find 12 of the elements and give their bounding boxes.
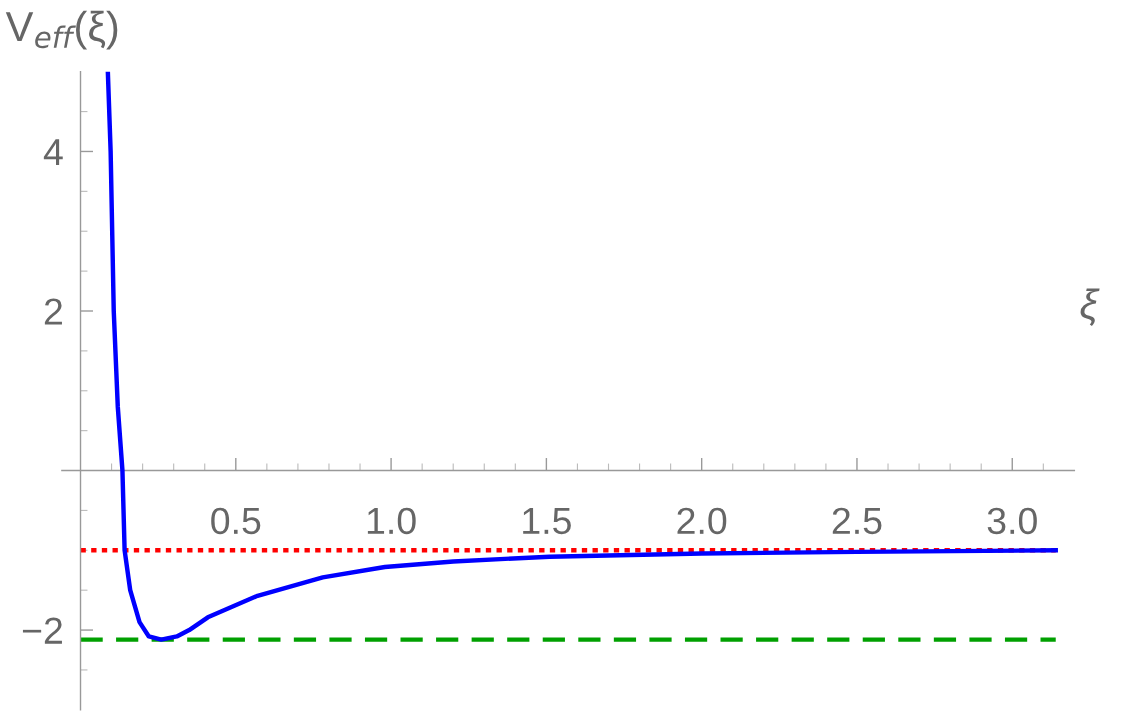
- y-tick-label: 2: [44, 298, 62, 325]
- y-axis-title: V$_{eff}$(ξ): [5, 10, 118, 50]
- line-series: [105, 71, 1058, 642]
- y-tick-label: 4: [43, 139, 63, 166]
- x-tick-label: 1.0: [367, 507, 416, 535]
- x-axis-title: ξ: [1080, 288, 1100, 327]
- x-tick-label: 2.5: [832, 507, 882, 535]
- x-tick-label: 3.0: [987, 507, 1037, 535]
- x-tick-label: 0.5: [211, 507, 261, 535]
- y-tick-label: −2: [22, 617, 62, 644]
- x-tick-label: 2.0: [677, 507, 727, 535]
- x-tick-label: 1.5: [523, 508, 571, 535]
